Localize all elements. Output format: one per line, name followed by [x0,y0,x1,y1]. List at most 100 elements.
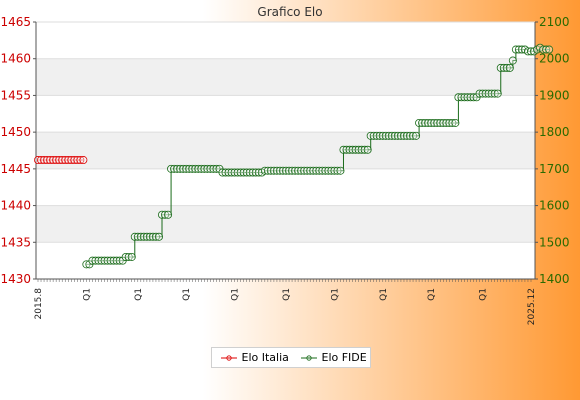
data-point [230,168,239,177]
data-point [475,89,484,98]
data-point [481,89,490,98]
data-point [79,156,88,165]
data-point [248,168,257,177]
data-point [442,118,451,127]
data-point [545,45,554,54]
data-point [460,93,469,102]
data-point [363,145,372,154]
y-left-tick-labels: 1430 1435 1440 1445 1450 1455 1460 1465 [0,15,36,286]
x-tick-label: Q1 [427,288,437,301]
data-point [384,131,393,140]
data-point [40,156,49,165]
y-left-tick-label: 1445 [0,162,31,176]
data-point [73,156,82,165]
legend-marker-elo-italia [221,355,237,361]
series-layer [34,43,554,269]
data-point [67,156,76,165]
data-point [221,168,230,177]
data-point [106,256,115,265]
data-point [457,93,466,102]
data-point [260,166,269,175]
x-tick-labels: 2015.8 Q1 Q1 Q1 Q1 Q1 Q1 Q1 Q1 Q1 2025.12 [34,288,537,325]
data-point [91,256,100,265]
data-point [514,45,523,54]
data-point [251,168,260,177]
data-point [263,166,272,175]
data-point [378,131,387,140]
series-elo-fide [82,43,554,269]
data-point [523,47,532,56]
data-point [109,256,118,265]
data-point [297,166,306,175]
legend-item-elo-italia: Elo Italia [220,351,289,365]
data-point [424,118,433,127]
data-point [445,118,454,127]
legend-label-elo-italia: Elo Italia [241,351,289,364]
data-point [399,131,408,140]
data-point [285,166,294,175]
data-point [409,131,418,140]
data-point [288,166,297,175]
data-point [278,166,287,175]
data-point [502,63,511,72]
legend-marker-elo-fide [301,355,317,361]
data-point [390,131,399,140]
data-point [463,93,472,102]
data-point [227,168,236,177]
data-point [200,164,209,173]
data-point [121,252,130,261]
data-point [360,145,369,154]
data-point [233,168,242,177]
data-point [348,145,357,154]
y-right-tick-label: 1900 [539,88,570,102]
data-point [484,89,493,98]
data-point [418,118,427,127]
data-point [275,166,284,175]
data-point [505,63,514,72]
data-point [88,256,97,265]
x-tick-label: Q1 [82,288,92,301]
data-point [321,166,330,175]
data-point [499,63,508,72]
data-point [309,166,318,175]
data-point [76,156,85,165]
data-point [318,166,327,175]
data-point [354,145,363,154]
y-right-tick-label: 2100 [539,15,570,29]
data-point [34,156,43,165]
data-point [493,89,502,98]
data-point [70,156,79,165]
data-point [469,93,478,102]
data-point [294,166,303,175]
x-tick-label: Q1 [282,288,292,301]
y-right-tick-label: 1700 [539,162,570,176]
data-point [46,156,55,165]
series-line [86,47,550,265]
data-point [381,131,390,140]
data-point [236,168,245,177]
x-tick-label: Q1 [182,288,192,301]
data-point [542,45,551,54]
data-point [496,63,505,72]
data-point [327,166,336,175]
data-point [402,131,411,140]
data-point [158,210,167,219]
y-right-tick-label: 1400 [539,272,570,286]
data-point [239,168,248,177]
data-point [194,164,203,173]
data-point [345,145,354,154]
data-point [127,252,136,261]
data-point [490,89,499,98]
data-point [539,45,548,54]
data-point [324,166,333,175]
data-point [124,252,133,261]
data-point [357,145,366,154]
data-point [151,232,160,241]
data-point [64,156,73,165]
data-point [154,232,163,241]
data-point [387,131,396,140]
data-point [372,131,381,140]
grid-lines [36,21,535,280]
data-point [478,89,487,98]
